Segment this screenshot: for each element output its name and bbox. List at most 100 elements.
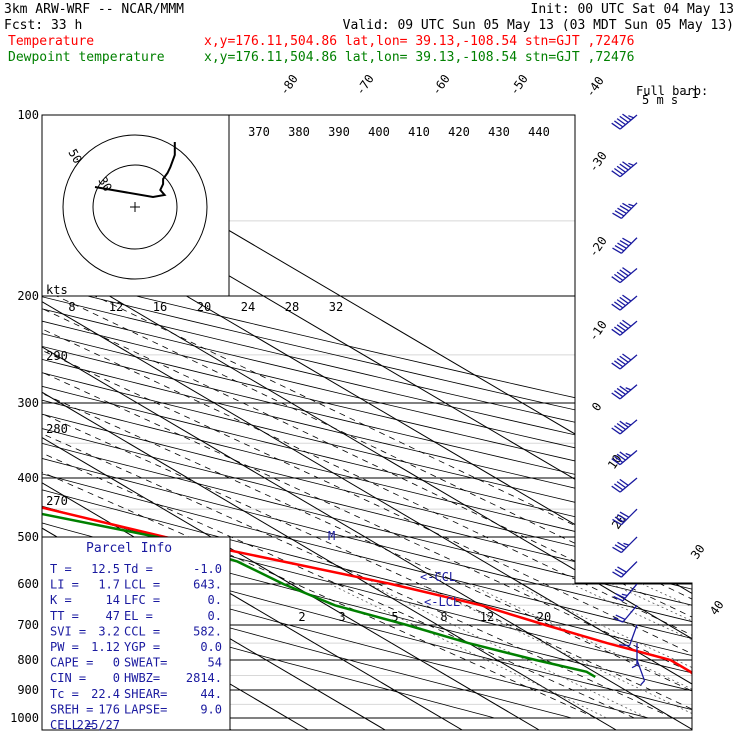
wind-barb-staff	[619, 384, 638, 400]
moist-adiabat	[42, 162, 692, 719]
mixing-ratio-label-28: 28	[285, 300, 299, 314]
wind-barb-flag	[622, 161, 632, 169]
wind-barb	[611, 161, 638, 178]
parcel-info-panel: Parcel Info T = 12.5 Td = -1.0 LI = 1.7 LCL = 6…	[41, 536, 231, 732]
parcel-info-cell: TT =	[50, 609, 79, 623]
wind-barb-flag	[622, 294, 632, 302]
theta-label-430: 430	[488, 125, 510, 139]
wind-barb-flag	[612, 518, 622, 526]
wind-barb-flag	[617, 541, 627, 549]
temperature-profile	[42, 115, 692, 680]
pressure-label-700: 700	[17, 618, 39, 632]
wind-barb-flag	[612, 571, 622, 578]
wind-barb	[611, 353, 638, 370]
wind-barb-flag	[615, 593, 626, 599]
wind-barb-flag	[616, 387, 626, 395]
parcel-info-cell: 3.2	[98, 624, 120, 638]
wind-barb-flag	[617, 566, 627, 573]
isotherm	[42, 115, 692, 730]
dry-adiabat	[42, 115, 692, 719]
parcel-info-cell: 22.4	[91, 687, 120, 701]
wind-barb-staff	[619, 419, 638, 435]
wind-barb-staff	[619, 295, 638, 311]
temperature-location: x,y=176.11,504.86 lat,lon= 39.13,-108.54…	[204, 34, 634, 49]
mixing-ratio-label-20: 20	[537, 610, 551, 624]
moist-adiabat	[42, 162, 692, 719]
dry-adiabat	[42, 115, 692, 719]
moist-adiabat	[42, 162, 635, 719]
pressure-label-900: 900	[17, 683, 39, 697]
mixing-ratio-line	[641, 583, 692, 719]
mixing-ratio-label-8: 8	[440, 610, 447, 624]
theta-label-370: 370	[248, 125, 270, 139]
dry-adiabat	[42, 115, 495, 719]
wind-barb-flag	[614, 245, 625, 252]
wind-barb	[612, 202, 638, 219]
theta-label-290: 290	[46, 349, 68, 363]
wind-barb-flag	[617, 513, 627, 521]
wind-barb-flag	[619, 385, 629, 393]
wind-barb-flag	[625, 422, 632, 426]
parcel-info-title: Parcel Info	[86, 541, 172, 556]
wind-barb-flag	[619, 322, 629, 330]
wind-barb-flag	[614, 544, 625, 551]
wind-barb-flag	[616, 271, 626, 279]
wind-barb-flag	[619, 205, 630, 212]
dry-adiabat	[42, 115, 572, 719]
parcel-info-cell: 44.	[200, 687, 222, 701]
wind-barb-staff	[619, 354, 638, 370]
dry-adiabat	[42, 115, 692, 719]
moist-adiabat	[42, 162, 596, 719]
wind-barb-flag	[616, 324, 626, 332]
temperature-legend: Temperature	[8, 34, 94, 49]
barb-legend-title: Full barb:	[636, 84, 708, 98]
wind-barb-staff	[622, 604, 638, 623]
parcel-info-cell: CCL =	[124, 624, 160, 638]
parcel-info-cell: 0.	[208, 593, 222, 607]
wind-barb-flag	[619, 355, 629, 363]
wind-barb-flag	[611, 170, 621, 178]
wind-barb-flag	[612, 247, 622, 254]
wind-barb-flag	[614, 455, 624, 463]
pressure-label-400: 400	[17, 471, 39, 485]
parcel-info-cell: T =	[50, 562, 72, 576]
hodograph-unit: kts	[46, 283, 68, 297]
lcl-marker: <-LCL	[424, 595, 460, 609]
wind-barb-flag	[614, 360, 624, 368]
mixing-ratio-label-5: 5	[391, 610, 398, 624]
dry-adiabat	[42, 115, 692, 719]
wind-barb-flag	[614, 167, 624, 176]
theta-label-280: 280	[46, 422, 68, 436]
parcel-info-cell: SREH =	[50, 702, 93, 716]
model-title: 3km ARW-WRF -- NCAR/MMM	[4, 2, 184, 17]
wind-barb-staff	[628, 624, 638, 646]
parcel-info-cell: EL =	[124, 609, 153, 623]
pressure-label-1000: 1000	[10, 711, 39, 725]
wind-barb-flag	[614, 301, 624, 309]
wind-barb-flag	[614, 516, 625, 523]
parcel-info-cell: Td =	[124, 562, 153, 576]
isotherm-label--30: -30	[586, 149, 610, 175]
wind-barb-flag	[622, 202, 632, 210]
wind-barb-flag	[611, 303, 621, 311]
wind-barb	[619, 624, 638, 647]
wind-barb-flag	[628, 162, 634, 167]
parcel-info-cell: LI =	[50, 578, 79, 592]
isotherm-label--20: -20	[586, 234, 610, 260]
mixing-ratio-line	[512, 583, 692, 719]
wind-barb-staff	[620, 237, 638, 254]
dry-adiabat	[42, 115, 692, 719]
theta-label-270: 270	[46, 494, 68, 508]
parcel-info-cell: LCL =	[124, 578, 160, 592]
mixing-ratio-label-12: 12	[480, 610, 494, 624]
parcel-info-cell: 0.0	[200, 640, 222, 654]
isotherm-label-40: 40	[707, 598, 727, 618]
parcel-info-cell: 1.12	[91, 640, 120, 654]
mixing-ratio-label-3: 3	[338, 610, 345, 624]
mixing-ratio-label-20: 20	[197, 300, 211, 314]
forecast-hour: Fcst: 33 h	[4, 18, 82, 33]
wind-barb-flag	[621, 593, 628, 597]
moist-adiabat	[42, 162, 692, 719]
wind-barb-staff	[620, 202, 638, 219]
